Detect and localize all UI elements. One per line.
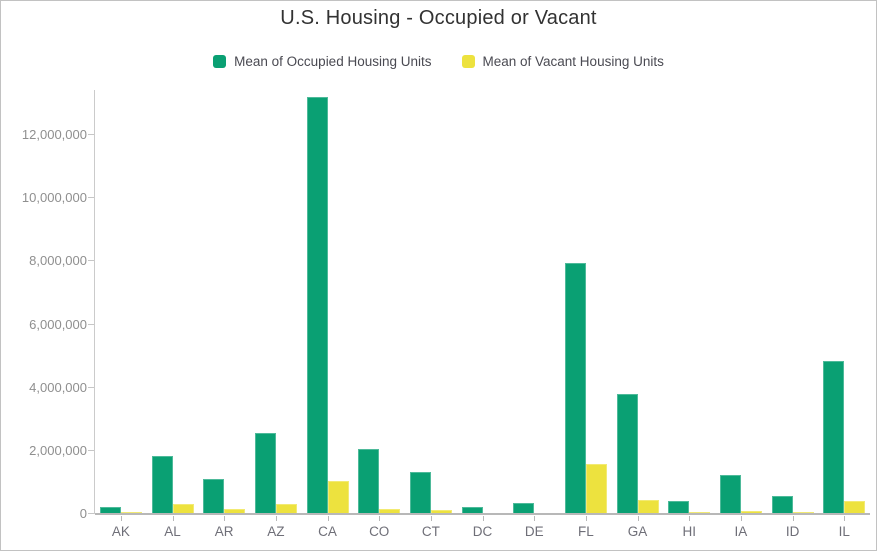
x-axis-label-il: IL (838, 524, 850, 539)
bar-occupied-fl[interactable] (564, 262, 586, 514)
bar-group-ia (715, 91, 767, 521)
x-axis-label-id: ID (785, 524, 800, 539)
x-axis-label-co: CO (369, 524, 390, 539)
y-axis-tick-label: 0 (79, 506, 87, 521)
bar-occupied-co[interactable] (358, 449, 380, 514)
y-axis-tick-label: 8,000,000 (29, 253, 87, 269)
bar-vacant-fl[interactable] (585, 464, 607, 514)
x-axis-labels: AK AL AR AZ CA CO CT DC DE FL GA HI IA ID IL (95, 524, 870, 539)
x-axis-label-hi: HI (682, 524, 696, 539)
legend-swatch-vacant-icon (461, 55, 475, 68)
bar-group-ar (198, 91, 250, 521)
bar-occupied-il[interactable] (823, 361, 845, 514)
bar-group-ct (405, 91, 457, 521)
y-axis-tick-label: 6,000,000 (29, 316, 87, 332)
x-axis-label-ia: IA (734, 524, 748, 539)
bar-vacant-ia[interactable] (740, 510, 762, 514)
y-axis-tick (88, 323, 94, 325)
y-axis-tick (88, 386, 94, 388)
x-axis-label-al: AL (164, 524, 181, 539)
bar-group-co (353, 91, 405, 521)
x-axis-tick (689, 516, 691, 521)
x-axis-label-de: DE (524, 524, 544, 539)
y-axis-tick (88, 449, 94, 451)
x-axis-tick (637, 516, 639, 521)
bar-vacant-co[interactable] (379, 509, 401, 514)
x-axis-tick (172, 516, 174, 521)
bar-group-ga (612, 91, 664, 521)
bar-group-fl (560, 91, 612, 521)
x-axis-label-ga: GA (627, 524, 648, 539)
x-axis-tick (120, 516, 122, 521)
bar-occupied-dc[interactable] (461, 506, 483, 514)
x-axis-tick (430, 516, 432, 521)
x-axis-tick (585, 516, 587, 521)
chart-title: U.S. Housing - Occupied or Vacant (280, 7, 597, 29)
x-axis-tick (844, 516, 846, 521)
bar-occupied-al[interactable] (151, 455, 173, 514)
y-axis-line (94, 90, 95, 514)
plot-area (95, 91, 870, 521)
bar-group-de (508, 91, 560, 521)
bar-group-ca (302, 91, 354, 521)
x-axis-tick (740, 516, 742, 521)
legend-label-vacant: Mean of Vacant Housing Units (482, 54, 664, 69)
x-axis-label-az: AZ (267, 524, 285, 539)
y-axis-tick (88, 513, 94, 514)
y-axis-tick-label: 10,000,000 (21, 190, 87, 206)
bar-occupied-az[interactable] (254, 432, 276, 514)
bar-vacant-ca[interactable] (327, 481, 349, 514)
bar-occupied-ga[interactable] (616, 393, 638, 514)
bar-occupied-de[interactable] (513, 502, 535, 514)
x-axis-line (95, 513, 870, 515)
bar-group-il (818, 91, 870, 521)
x-axis-tick (224, 516, 226, 521)
legend-item-occupied[interactable]: Mean of Occupied Housing Units (213, 54, 432, 69)
legend-item-vacant[interactable]: Mean of Vacant Housing Units (461, 54, 664, 69)
x-axis-label-ak: AK (111, 524, 130, 539)
chart-legend: Mean of Occupied Housing Units Mean of V… (1, 54, 876, 69)
bar-group-az (250, 91, 302, 521)
y-axis-tick (88, 197, 94, 199)
x-axis-tick (275, 516, 277, 521)
bar-group-hi (663, 91, 715, 521)
bar-vacant-ar[interactable] (224, 508, 246, 514)
bar-vacant-al[interactable] (172, 503, 194, 514)
y-axis-tick-label: 12,000,000 (21, 126, 87, 142)
y-axis-tick (88, 260, 94, 262)
x-axis-tick (327, 516, 329, 521)
bar-group-dc (457, 91, 509, 521)
bar-vacant-ga[interactable] (637, 500, 659, 514)
bar-vacant-ct[interactable] (430, 510, 452, 514)
legend-label-occupied: Mean of Occupied Housing Units (234, 54, 432, 69)
bar-vacant-il[interactable] (844, 500, 866, 514)
x-axis-tick (482, 516, 484, 521)
legend-swatch-occupied-icon (213, 55, 227, 68)
bar-occupied-ar[interactable] (203, 479, 225, 514)
x-axis-label-ca: CA (318, 524, 337, 539)
bar-occupied-ia[interactable] (719, 475, 741, 514)
y-axis-tick-label: 2,000,000 (29, 442, 87, 458)
bar-vacant-az[interactable] (275, 503, 297, 514)
x-axis-tick (792, 516, 794, 521)
bar-occupied-ca[interactable] (306, 97, 328, 514)
bar-group-ak (95, 91, 147, 521)
x-axis-label-ar: AR (214, 524, 234, 539)
y-axis-tick-label: 4,000,000 (29, 379, 87, 395)
bar-occupied-id[interactable] (771, 496, 793, 514)
bar-group-id (767, 91, 819, 521)
y-axis: 0 2,000,000 4,000,000 6,000,000 8,000,000 10,… (1, 90, 94, 521)
x-axis-label-dc: DC (472, 524, 493, 539)
bar-occupied-ak[interactable] (99, 507, 121, 514)
x-axis-tick (534, 516, 536, 521)
x-axis-label-fl: FL (578, 524, 594, 539)
bar-occupied-hi[interactable] (668, 501, 690, 514)
bar-group-al (147, 91, 199, 521)
x-axis-label-ct: CT (421, 524, 440, 539)
bar-occupied-ct[interactable] (409, 472, 431, 514)
x-axis-tick (379, 516, 381, 521)
y-axis-tick (88, 133, 94, 135)
